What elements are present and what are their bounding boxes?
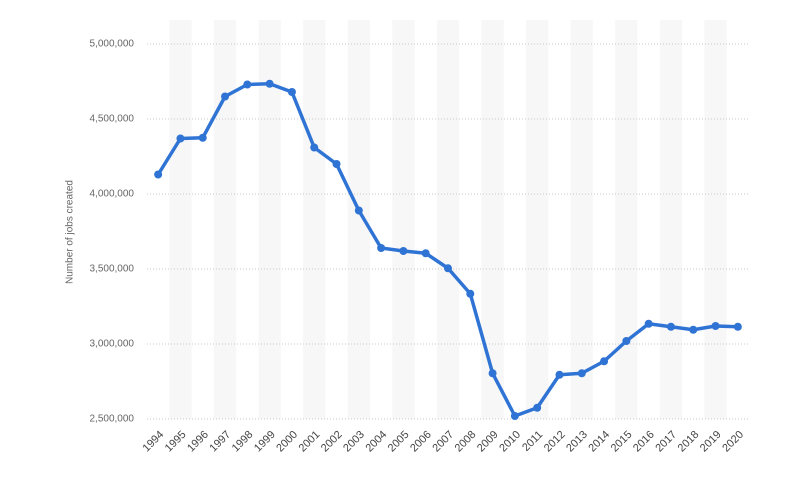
x-tick-label: 1998 xyxy=(230,429,256,455)
data-point xyxy=(176,134,185,143)
data-point xyxy=(265,79,274,88)
data-point xyxy=(689,325,698,334)
data-point xyxy=(466,289,475,298)
x-tick-label: 1995 xyxy=(163,429,189,455)
column-stripe xyxy=(258,20,281,419)
data-point xyxy=(399,247,408,255)
column-stripe xyxy=(481,20,504,419)
y-tick-label: 4,500,000 xyxy=(90,114,135,125)
x-tick-label: 2004 xyxy=(363,429,389,455)
x-tick-label: 2010 xyxy=(497,429,523,455)
x-tick-label: 1997 xyxy=(207,429,233,455)
column-stripe xyxy=(704,20,727,419)
data-point xyxy=(666,322,675,331)
x-tick-label: 2001 xyxy=(297,429,323,455)
data-point xyxy=(622,337,631,345)
x-tick-label: 1996 xyxy=(185,429,211,455)
x-tick-label: 1999 xyxy=(252,429,278,455)
x-tick-label: 2020 xyxy=(720,429,746,455)
x-tick-label: 2005 xyxy=(386,429,412,455)
data-point xyxy=(287,88,296,96)
data-point xyxy=(444,264,452,273)
column-stripe xyxy=(436,20,460,419)
data-point xyxy=(243,80,252,89)
x-tick-label: 2007 xyxy=(430,429,456,455)
x-tick-label: 2011 xyxy=(520,429,545,454)
x-tick-label: 2003 xyxy=(341,429,367,455)
x-tick-label: 2000 xyxy=(274,429,300,455)
data-point xyxy=(577,369,586,378)
data-point xyxy=(154,170,163,179)
y-tick-label: 5,000,000 xyxy=(90,39,135,50)
data-point xyxy=(421,249,430,258)
data-point xyxy=(733,322,742,331)
column-stripe xyxy=(615,20,638,419)
x-tick-label: 2019 xyxy=(698,429,724,455)
x-tick-label: 2002 xyxy=(319,429,345,455)
x-tick-label: 1994 xyxy=(141,429,167,455)
column-stripe xyxy=(347,20,370,419)
x-tick-label: 2016 xyxy=(631,429,657,455)
x-tick-label: 2014 xyxy=(586,429,612,455)
y-axis-label: Number of jobs created xyxy=(65,180,76,284)
column-stripe xyxy=(213,20,237,419)
x-tick-label: 2018 xyxy=(676,429,702,455)
column-stripe xyxy=(659,20,683,419)
data-point xyxy=(600,357,609,366)
y-tick-label: 3,500,000 xyxy=(90,264,135,275)
data-point xyxy=(221,92,230,101)
x-tick-label: 2008 xyxy=(453,429,479,455)
x-tick-label: 2006 xyxy=(408,429,434,455)
y-tick-label: 3,000,000 xyxy=(90,339,135,350)
data-point xyxy=(555,370,564,379)
y-tick-label: 2,500,000 xyxy=(90,414,135,425)
data-point xyxy=(488,369,497,378)
data-point xyxy=(533,403,542,412)
x-tick-label: 2013 xyxy=(564,429,590,455)
data-point xyxy=(198,133,207,142)
data-point xyxy=(377,244,386,252)
data-point xyxy=(332,160,341,168)
column-stripe xyxy=(303,20,326,419)
x-tick-label: 2009 xyxy=(475,429,501,455)
data-point xyxy=(644,319,653,328)
y-tick-label: 4,000,000 xyxy=(90,189,135,200)
x-tick-label: 2012 xyxy=(542,429,568,455)
column-stripe xyxy=(570,20,593,419)
column-stripe xyxy=(169,20,192,419)
column-stripe xyxy=(392,20,415,419)
data-point xyxy=(711,322,720,330)
data-point xyxy=(510,412,519,420)
x-tick-label: 2017 xyxy=(653,429,679,455)
data-point xyxy=(310,143,319,152)
data-point xyxy=(354,206,363,215)
x-tick-label: 2015 xyxy=(609,429,635,455)
column-stripe xyxy=(526,20,549,419)
